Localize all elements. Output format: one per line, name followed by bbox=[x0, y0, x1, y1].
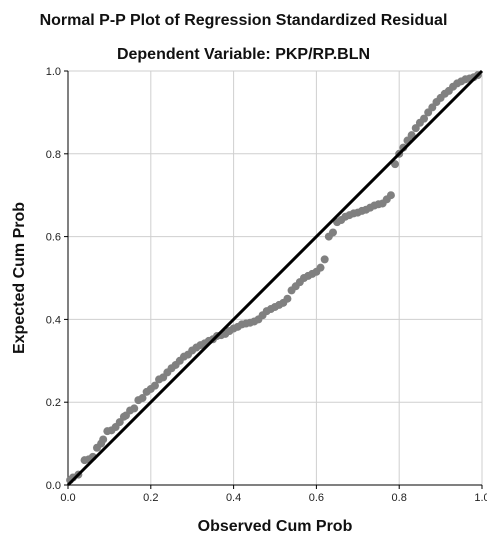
data-points bbox=[66, 71, 482, 485]
x-tick-labels: 0.0 0.2 0.4 0.6 0.8 1.0 bbox=[60, 485, 487, 504]
grid-lines bbox=[68, 70, 483, 485]
data-point bbox=[283, 294, 292, 303]
data-point bbox=[407, 131, 416, 140]
reference-line bbox=[66, 69, 484, 487]
x-tick-label: 0.6 bbox=[309, 492, 324, 504]
data-point bbox=[115, 418, 124, 427]
data-point bbox=[320, 255, 329, 264]
data-point bbox=[316, 263, 325, 272]
data-point bbox=[99, 435, 108, 444]
data-point bbox=[386, 191, 395, 200]
x-tick-label: 0.8 bbox=[392, 492, 407, 504]
x-tick-label: 0.0 bbox=[60, 492, 75, 504]
data-point bbox=[391, 160, 400, 169]
x-tick-label: 0.4 bbox=[226, 492, 241, 504]
data-point bbox=[420, 114, 429, 123]
y-tick-labels: 0.0 0.2 0.4 0.6 0.8 1.0 bbox=[46, 66, 68, 492]
x-tick-label: 0.2 bbox=[143, 492, 158, 504]
y-tick-label: 1.0 bbox=[46, 66, 61, 78]
data-point bbox=[328, 228, 337, 237]
y-tick-label: 0.6 bbox=[46, 232, 61, 244]
y-tick-label: 0.8 bbox=[46, 149, 61, 161]
x-axis-label: Observed Cum Prob bbox=[197, 518, 353, 535]
y-axis-label: Expected Cum Prob bbox=[11, 201, 28, 355]
data-point bbox=[150, 381, 159, 390]
chart-title: Normal P-P Plot of Regression Standardiz… bbox=[39, 12, 448, 29]
y-tick-label: 0.4 bbox=[46, 314, 61, 326]
chart-subtitle: Dependent Variable: PKP/RP.BLN bbox=[116, 46, 371, 63]
y-tick-label: 0.2 bbox=[46, 397, 61, 409]
data-point bbox=[138, 394, 147, 403]
y-tick-label: 0.0 bbox=[46, 480, 61, 492]
x-tick-label: 1.0 bbox=[474, 492, 487, 504]
data-point bbox=[428, 103, 437, 112]
data-point bbox=[130, 404, 139, 413]
data-point bbox=[411, 124, 420, 133]
